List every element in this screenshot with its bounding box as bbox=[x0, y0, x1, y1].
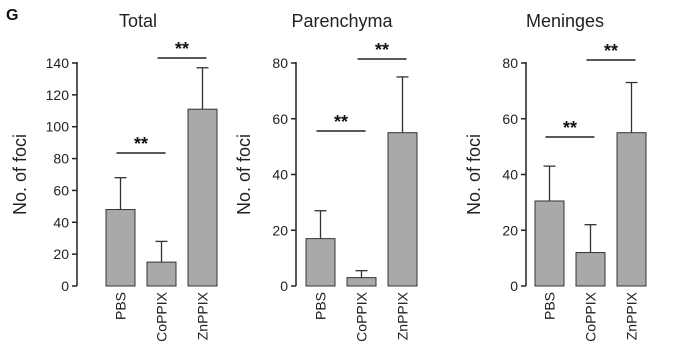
x-tick-label: ZnPPIX bbox=[195, 291, 211, 340]
y-tick-label: 60 bbox=[53, 182, 69, 198]
y-tick-label: 20 bbox=[272, 222, 288, 238]
bar-coppix bbox=[346, 277, 377, 287]
bar-znppix bbox=[187, 108, 218, 287]
y-tick-label: 120 bbox=[46, 87, 70, 103]
chart-1: Parenchyma No. of foci 0 20 40 60 80 PBS CoPPIX Z… bbox=[234, 11, 418, 342]
chart-2: Meninges No. of foci 0 20 40 60 80 PBS CoPPIX ZnP… bbox=[464, 11, 647, 342]
bar-pbs bbox=[305, 238, 336, 287]
bar-coppix bbox=[146, 261, 177, 287]
y-tick-label: 20 bbox=[502, 222, 518, 238]
significance-label: ** bbox=[334, 112, 348, 132]
y-axis-label: No. of foci bbox=[10, 134, 30, 215]
bar-coppix bbox=[575, 252, 606, 287]
chart-0: Total No. of foci 0 20 40 60 80 100 120 140 PBS CoP… bbox=[10, 11, 218, 342]
chart-title: Parenchyma bbox=[291, 11, 393, 31]
x-tick-label: CoPPIX bbox=[583, 291, 599, 341]
charts-group: Total No. of foci 0 20 40 60 80 100 120 140 PBS CoP… bbox=[10, 11, 647, 342]
y-tick-label: 80 bbox=[502, 55, 518, 71]
x-tick-label: PBS bbox=[313, 292, 329, 320]
significance-label: ** bbox=[375, 40, 389, 60]
significance-label: ** bbox=[175, 39, 189, 59]
x-tick-label: ZnPPIX bbox=[624, 291, 640, 340]
y-tick-label: 60 bbox=[502, 111, 518, 127]
y-tick-label: 100 bbox=[46, 119, 70, 135]
significance-label: ** bbox=[134, 134, 148, 154]
bar-pbs bbox=[105, 209, 136, 287]
chart-title: Meninges bbox=[526, 11, 604, 31]
y-tick-label: 20 bbox=[53, 246, 69, 262]
bar-znppix bbox=[387, 132, 418, 287]
y-tick-label: 40 bbox=[272, 167, 288, 183]
x-tick-label: ZnPPIX bbox=[395, 291, 411, 340]
y-tick-label: 140 bbox=[46, 55, 70, 71]
x-tick-label: PBS bbox=[542, 292, 558, 320]
y-axis-label: No. of foci bbox=[464, 134, 484, 215]
bar-znppix bbox=[616, 132, 647, 287]
chart-title: Total bbox=[119, 11, 157, 31]
x-tick-label: CoPPIX bbox=[154, 291, 170, 341]
bar-pbs bbox=[534, 200, 565, 287]
y-tick-label: 80 bbox=[53, 151, 69, 167]
y-tick-label: 80 bbox=[272, 55, 288, 71]
x-tick-label: CoPPIX bbox=[354, 291, 370, 341]
y-tick-label: 40 bbox=[53, 214, 69, 230]
y-tick-label: 40 bbox=[502, 167, 518, 183]
y-tick-label: 0 bbox=[280, 278, 288, 294]
significance-label: ** bbox=[563, 118, 577, 138]
y-axis-label: No. of foci bbox=[234, 134, 254, 215]
significance-label: ** bbox=[604, 41, 618, 61]
panel-label: G bbox=[6, 7, 18, 24]
x-tick-label: PBS bbox=[113, 292, 129, 320]
y-tick-label: 60 bbox=[272, 111, 288, 127]
y-tick-label: 0 bbox=[61, 278, 69, 294]
y-tick-label: 0 bbox=[510, 278, 518, 294]
